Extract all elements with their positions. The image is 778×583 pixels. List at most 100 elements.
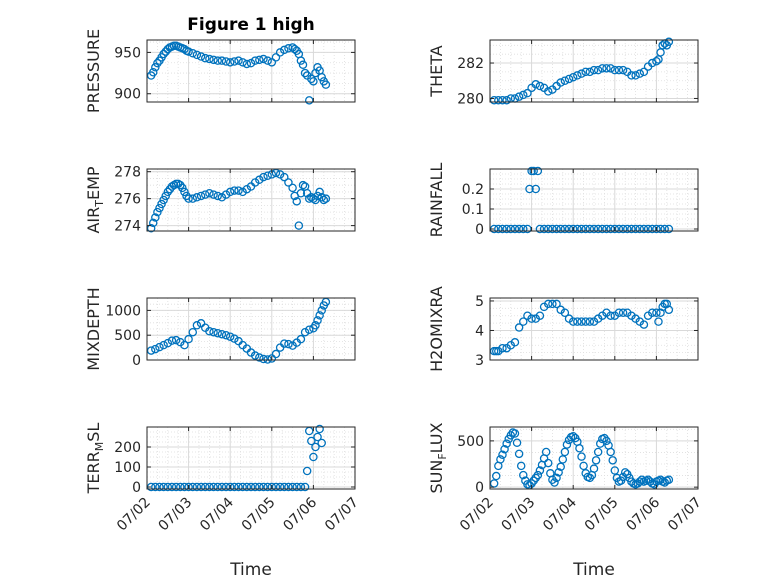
data-point (321, 194, 331, 203)
data-point (280, 339, 289, 348)
data-point (192, 321, 202, 330)
data-point (230, 186, 239, 195)
data-point (171, 482, 181, 492)
data-point (313, 316, 322, 325)
data-point (155, 203, 164, 213)
data-point (606, 64, 615, 73)
data-point (180, 482, 189, 492)
data-point (180, 187, 189, 197)
data-point (512, 438, 522, 447)
data-point (662, 299, 672, 309)
data-point (284, 178, 293, 187)
data-point (146, 224, 156, 233)
data-point (196, 482, 206, 492)
data-point (496, 455, 505, 464)
data-point (284, 339, 293, 349)
data-point (606, 447, 615, 457)
data-point (614, 308, 624, 318)
data-point (535, 224, 545, 234)
data-point (664, 37, 674, 47)
data-point (146, 346, 156, 355)
data-point (192, 50, 202, 60)
y-tick-label: 276 (114, 192, 141, 208)
data-point (510, 224, 520, 234)
data-point (548, 299, 557, 309)
data-point (516, 461, 526, 471)
y-tick-label: 100 (114, 460, 141, 476)
data-point (664, 475, 674, 484)
data-point (560, 308, 570, 318)
data-point (255, 55, 264, 65)
data-point (221, 330, 231, 340)
data-point (627, 224, 636, 234)
data-point (315, 187, 324, 197)
data-point (290, 44, 299, 54)
y-tick-label: 278 (114, 165, 141, 181)
data-point (217, 482, 227, 492)
x-axis-label-right: Time (572, 560, 615, 580)
data-point (205, 189, 214, 198)
data-point (589, 65, 599, 75)
data-point (176, 482, 185, 492)
x-tick-label: 07/04 (540, 494, 580, 534)
data-point (568, 432, 578, 441)
figure-title: Figure 1 high (187, 15, 315, 35)
data-point (556, 224, 565, 234)
data-point (246, 58, 256, 68)
subplot-4: 0 0.1 0.2 RAINFALL (427, 163, 699, 238)
data-point (294, 221, 304, 230)
data-point (618, 224, 628, 234)
data-point (151, 63, 160, 72)
data-point (585, 67, 595, 77)
data-point (242, 184, 252, 194)
data-point (217, 193, 227, 202)
data-point (577, 69, 586, 78)
data-point (491, 471, 501, 481)
data-point (525, 184, 534, 194)
data-point (304, 194, 314, 203)
data-point (498, 224, 507, 234)
data-point (209, 55, 218, 65)
data-point (225, 187, 235, 197)
data-point (627, 71, 636, 80)
data-point (639, 320, 649, 329)
data-point (647, 308, 657, 318)
data-point (494, 95, 503, 105)
data-point (500, 444, 509, 454)
data-point (573, 317, 582, 326)
data-point (153, 207, 162, 217)
data-point (298, 180, 308, 190)
data-point (225, 332, 235, 341)
data-point (514, 92, 524, 101)
data-point (213, 328, 222, 338)
y-tick-label: 274 (114, 219, 141, 235)
x-tick-label: 07/07 (665, 495, 705, 535)
data-point (271, 349, 281, 359)
data-point (654, 317, 663, 326)
data-point (159, 482, 168, 492)
data-point (560, 224, 570, 234)
data-point (519, 90, 528, 100)
y-tick-label: 0.1 (462, 202, 484, 218)
data-point (250, 482, 260, 492)
data-point (610, 65, 620, 75)
y-axis-label: SUNFLUX (427, 422, 449, 493)
data-point (635, 224, 645, 234)
x-tick-label: 07/03 (156, 495, 196, 535)
data-point (263, 56, 272, 65)
data-point (192, 482, 202, 492)
y-tick-label: 500 (114, 328, 141, 344)
data-point (263, 482, 272, 492)
x-tick-label: 07/03 (499, 495, 539, 535)
data-point (535, 466, 545, 475)
data-point (652, 57, 661, 66)
y-axis-label: THETA (427, 45, 446, 97)
data-point (498, 450, 507, 460)
data-point (606, 311, 615, 320)
data-point (238, 187, 247, 197)
axes-box (489, 39, 699, 103)
data-point (263, 171, 272, 180)
data-point (246, 482, 256, 492)
data-point (250, 351, 260, 360)
